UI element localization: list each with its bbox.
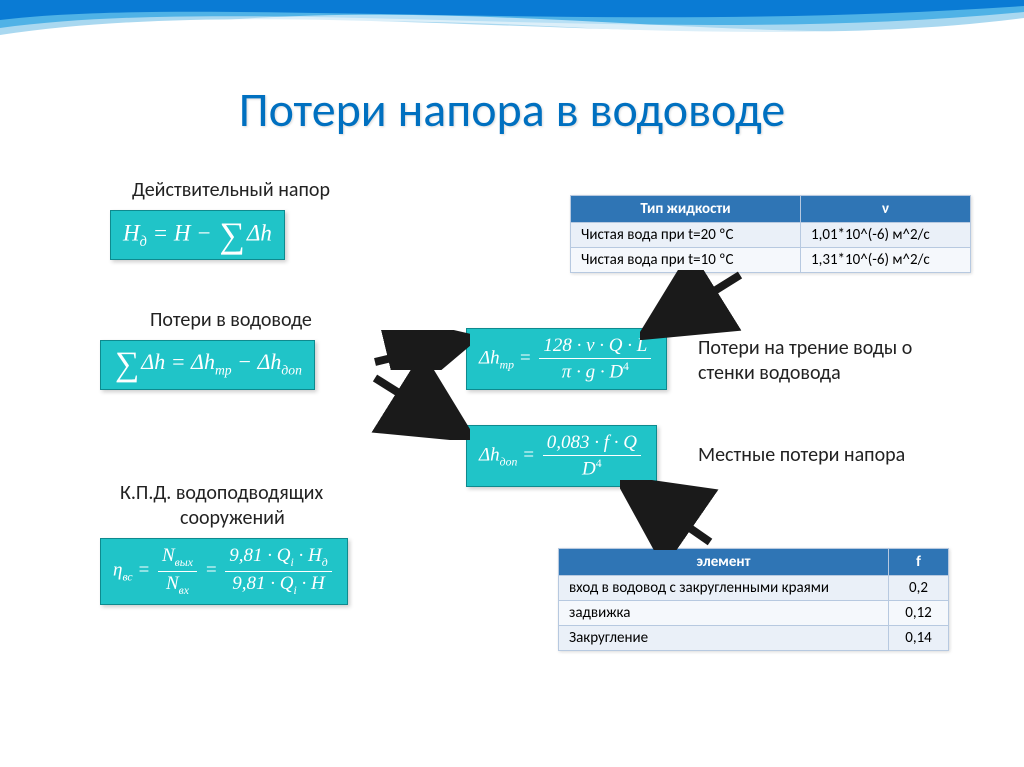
arrow-sum-to-friction	[370, 330, 470, 370]
table-row: Закругление0,14	[559, 626, 949, 651]
arrow-sum-to-local	[370, 370, 470, 440]
table-row: вход в водовод с закругленными краями0,2	[559, 576, 949, 601]
page-title: Потери напора в водоводе	[0, 80, 1024, 139]
label-local-losses: Местные потери напора	[698, 443, 905, 467]
label-eff-l1: К.П.Д. водоподводящих	[120, 481, 323, 505]
label-friction-l1: Потери на трение воды о	[698, 336, 912, 360]
label-friction-l2: стенки водовода	[698, 361, 841, 385]
arrow-table-to-local	[620, 480, 720, 550]
table-row: элементf	[559, 549, 949, 576]
table-fluid-types: Тип жидкостиν Чистая вода при t=20 ºC1,0…	[570, 195, 971, 273]
table-row: задвижка0,12	[559, 601, 949, 626]
table-row: Чистая вода при t=10 ºC1,31*10^(-6) м^2/…	[571, 248, 971, 273]
formula-sum-losses: ∑Δh = Δhmp − Δhдоп	[100, 340, 315, 390]
label-losses-in-duct: Потери в водоводе	[150, 308, 312, 332]
table-row: Чистая вода при t=20 ºC1,01*10^(-6) м^2/…	[571, 223, 971, 248]
formula-friction: Δhmp = 128 · ν · Q · Lπ · g · D4	[466, 328, 667, 390]
formula-actual-head: Hд = H − ∑Δh	[110, 210, 285, 260]
label-eff-l2: сооружений	[180, 506, 285, 530]
label-actual-head: Действительный напор	[132, 178, 330, 202]
formula-local: Δhдоп = 0,083 · f · QD4	[466, 425, 657, 487]
table-f-coeff: элементf вход в водовод с закругленными …	[558, 548, 949, 651]
formula-efficiency: ηвс = NвыхNвх = 9,81 · Qi · Hд9,81 · Qi …	[100, 538, 348, 605]
table-row: Тип жидкостиν	[571, 196, 971, 223]
